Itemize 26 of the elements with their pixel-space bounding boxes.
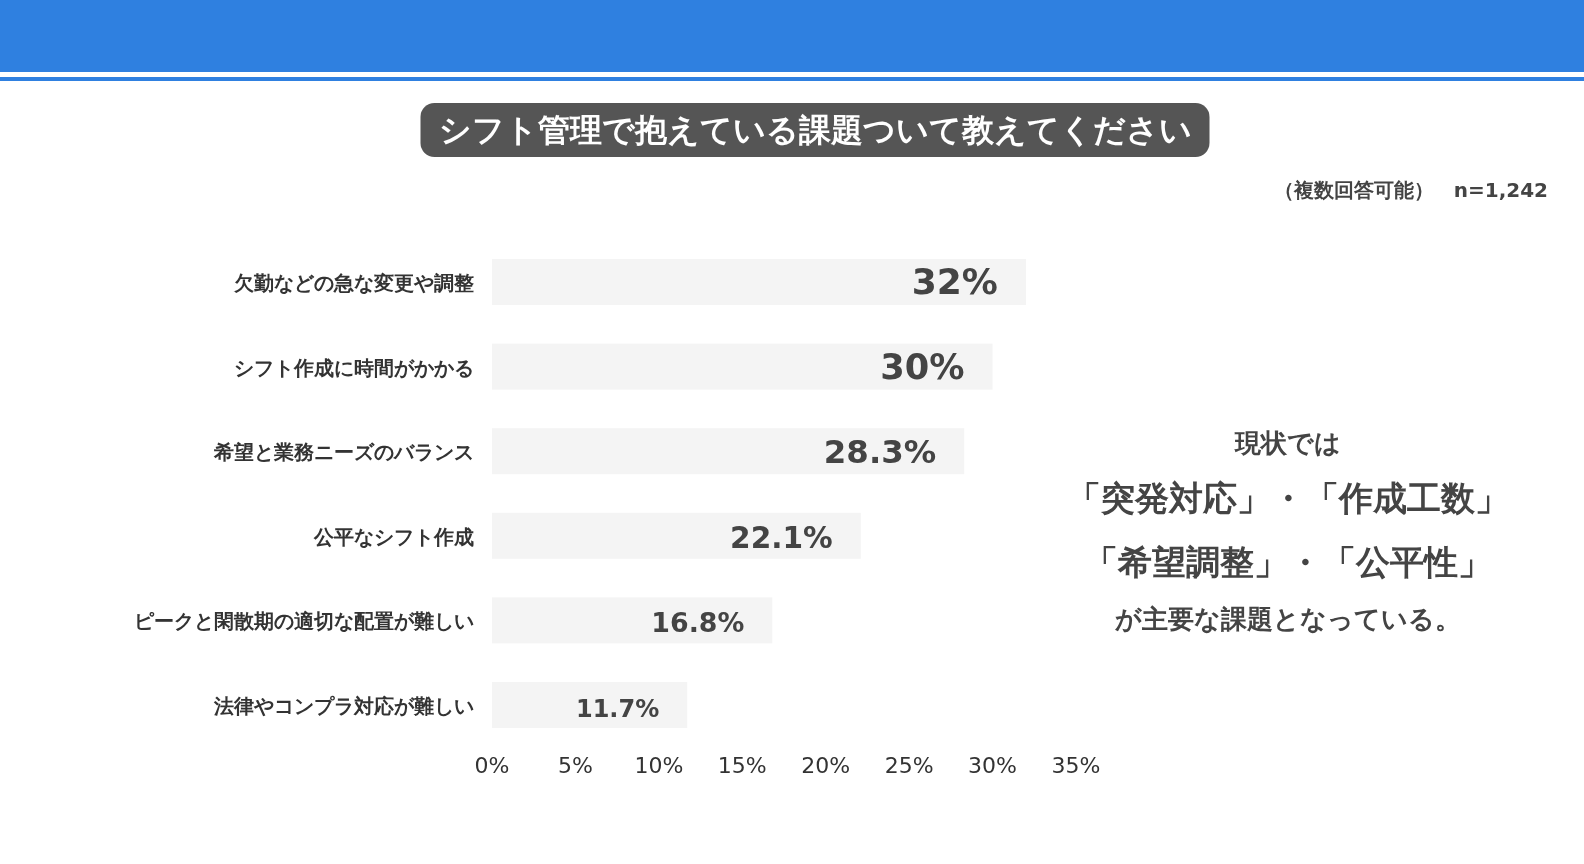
data-label: 22.1% xyxy=(730,520,833,555)
annotation: 「突発対応」・「作成工数」 xyxy=(1067,478,1509,518)
x-tick-label: 15% xyxy=(717,753,767,778)
data-label: 16.8% xyxy=(651,607,745,639)
text: 現状では xyxy=(1234,428,1341,458)
y-tick-label: 欠勤などの急な変更や調整 xyxy=(233,271,474,295)
data-label: 28.3% xyxy=(823,433,937,472)
x-tick-label: 0% xyxy=(474,753,510,778)
text: （複数回答可能） n=1,242 xyxy=(1273,178,1548,202)
data-label: 32% xyxy=(911,261,998,302)
text: 「希望調整」・「公平性」 xyxy=(1084,542,1492,582)
y-tick-label: 公平なシフト作成 xyxy=(313,524,474,549)
x-tick-label: 30% xyxy=(968,753,1018,778)
x-tick-label: 20% xyxy=(801,753,851,778)
y-tick-label: ピークと閑散期の適切な配置が難しい xyxy=(134,609,474,634)
y-tick-label: 希望と業務ニーズのバランス xyxy=(213,440,474,465)
x-tick-label: 25% xyxy=(884,753,934,778)
x-tick-label: 5% xyxy=(557,753,593,778)
x-tick-label: 35% xyxy=(1051,753,1101,778)
y-tick-label: 法律やコンプラ対応が難しい xyxy=(213,694,474,718)
y-tick-label: シフト作成に時間がかかる xyxy=(234,355,474,380)
data-label: 11.7% xyxy=(575,695,660,723)
chart-title: シフト管理で抱えている課題ついて教えてください xyxy=(438,111,1192,149)
data-label: 30% xyxy=(880,345,965,387)
x-tick-label: 10% xyxy=(634,753,684,778)
text: が主要な課題となっている。 xyxy=(1115,604,1461,634)
